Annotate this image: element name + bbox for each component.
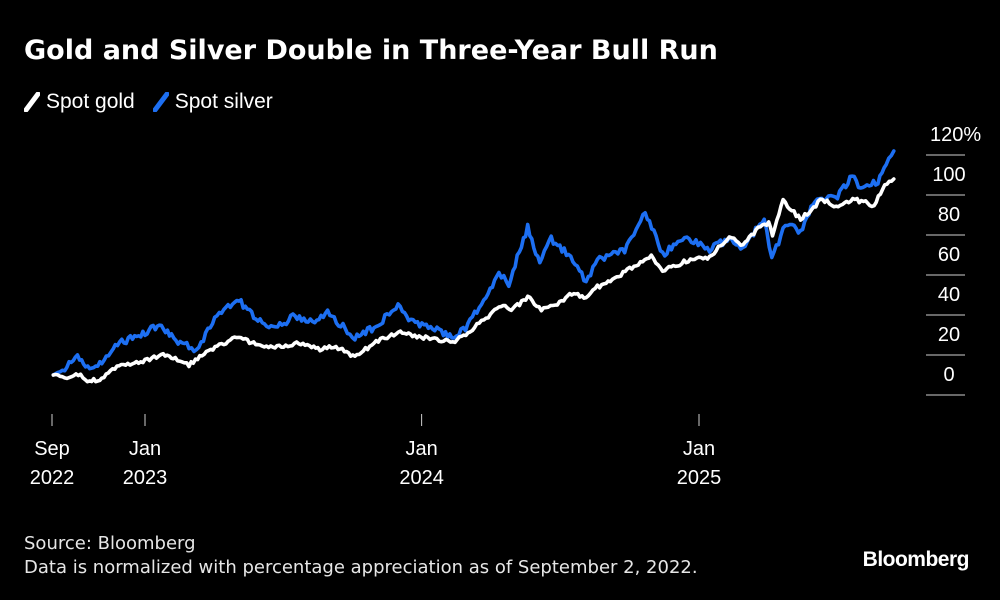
x-axis-tick-label-month: Jan bbox=[129, 438, 161, 460]
legend-label-silver: Spot silver bbox=[174, 90, 273, 113]
source-note: Source: Bloomberg bbox=[24, 533, 196, 554]
y-axis-tick-label: 20 bbox=[938, 324, 960, 346]
x-axis-tick-label-year: 2025 bbox=[677, 467, 722, 489]
y-axis-tick-label: 80 bbox=[938, 204, 960, 226]
silver-swatch-icon bbox=[152, 92, 169, 112]
series-line-spot-gold bbox=[51, 177, 896, 384]
normalization-note: Data is normalized with percentage appre… bbox=[24, 557, 698, 578]
y-axis-tick-label: 100 bbox=[932, 164, 965, 186]
y-axis-tick-label: 40 bbox=[938, 284, 960, 306]
gold-swatch-icon bbox=[24, 92, 40, 112]
legend-item-silver: Spot silver bbox=[152, 90, 273, 114]
chart-title: Gold and Silver Double in Three-Year Bul… bbox=[24, 35, 718, 66]
legend-label-gold: Spot gold bbox=[46, 90, 135, 113]
y-axis-tick-label: 0 bbox=[943, 364, 954, 386]
y-axis-tick-label: 60 bbox=[938, 244, 960, 266]
y-axis-tick-label: 120% bbox=[930, 124, 981, 146]
chart-footer: Source: Bloomberg Data is normalized wit… bbox=[24, 532, 698, 580]
x-axis-tick-label-month: Sep bbox=[34, 438, 70, 460]
x-axis-tick-label-month: Jan bbox=[683, 438, 715, 460]
chart-legend: Spot gold Spot silver bbox=[24, 90, 291, 114]
bloomberg-logo: Bloomberg bbox=[862, 548, 970, 571]
x-axis-tick-label-year: 2022 bbox=[30, 467, 75, 489]
series-line-spot-silver bbox=[51, 149, 896, 377]
x-axis-tick-label-year: 2023 bbox=[123, 467, 168, 489]
x-axis-tick-label-year: 2024 bbox=[399, 467, 444, 489]
legend-item-gold: Spot gold bbox=[24, 90, 135, 114]
x-axis-tick-label-month: Jan bbox=[405, 438, 437, 460]
